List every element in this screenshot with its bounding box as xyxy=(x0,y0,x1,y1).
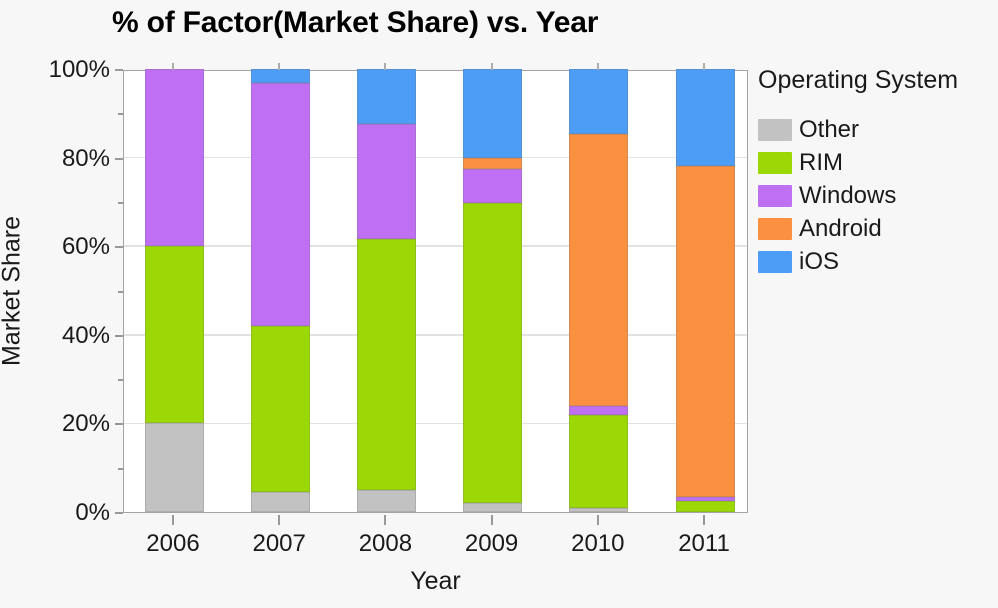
legend-items: Other RIM Windows Android iOS xyxy=(758,113,993,278)
y-minor-tick-10 xyxy=(118,467,123,470)
legend-swatch-rim[interactable] xyxy=(758,151,792,174)
legend-label-other: Other xyxy=(799,115,860,143)
x-tick-label-2008: 2008 xyxy=(358,530,413,557)
y-tick-80 xyxy=(115,157,123,160)
y-minor-tick-90 xyxy=(118,113,123,116)
y-tick-label-40: 40% xyxy=(61,321,110,349)
y-tick-label-100: 100% xyxy=(48,56,110,83)
y-tick-label-20: 20% xyxy=(61,410,110,438)
chart-title: % of Factor(Market Share) vs. Year xyxy=(112,6,599,39)
bar-segment-ios-2011[interactable] xyxy=(675,69,735,167)
legend-label-ios: iOS xyxy=(799,247,840,275)
x-top-tick-2008 xyxy=(384,63,387,70)
legend-label-rim: RIM xyxy=(799,148,843,176)
bar-segment-ios-2009[interactable] xyxy=(463,69,523,158)
gridline-80 xyxy=(124,156,747,159)
x-tick-2011 xyxy=(703,514,705,525)
x-top-tick-2007 xyxy=(278,63,281,70)
x-tick-2010 xyxy=(596,514,599,525)
bar-segment-ios-2008[interactable] xyxy=(356,69,416,125)
y-tick-40 xyxy=(115,334,123,337)
x-tick-2006 xyxy=(172,514,174,525)
bar-segment-windows-2007[interactable] xyxy=(250,83,310,326)
bar-segment-other-2006[interactable] xyxy=(144,423,204,512)
legend-item-other[interactable]: Other xyxy=(758,113,993,146)
y-tick-60 xyxy=(115,246,123,249)
x-tick-2009 xyxy=(490,514,493,525)
y-minor-tick-30 xyxy=(118,379,123,382)
legend-item-ios[interactable]: iOS xyxy=(758,245,993,278)
x-tick-label-2007: 2007 xyxy=(252,530,306,557)
y-tick-label-60: 60% xyxy=(61,233,110,261)
x-tick-label-2011: 2011 xyxy=(678,530,730,557)
x-tick-label-2006: 2006 xyxy=(146,530,200,557)
x-tick-label-2010: 2010 xyxy=(571,530,625,557)
gridline-60 xyxy=(124,245,747,247)
bar-segment-rim-2006[interactable] xyxy=(144,246,204,424)
bar-segment-rim-2007[interactable] xyxy=(250,325,310,493)
bar-segment-other-2010[interactable] xyxy=(569,507,629,512)
bar-segment-rim-2011[interactable] xyxy=(675,500,735,512)
legend-item-windows[interactable]: Windows xyxy=(758,179,993,212)
y-tick-label-0: 0% xyxy=(75,499,110,526)
legend-title: Operating System xyxy=(758,66,959,94)
bar-segment-windows-2010[interactable] xyxy=(569,405,629,415)
bar-segment-other-2009[interactable] xyxy=(463,503,523,512)
legend-swatch-android[interactable] xyxy=(758,217,792,240)
bar-segment-other-2007[interactable] xyxy=(250,492,310,512)
gridline-20 xyxy=(124,422,747,425)
x-axis-title: Year xyxy=(410,567,461,595)
y-tick-20 xyxy=(115,423,123,426)
bar-segment-other-2008[interactable] xyxy=(356,489,416,512)
bar-segment-ios-2010[interactable] xyxy=(569,69,629,135)
y-tick-0 xyxy=(115,512,123,514)
bar-segment-rim-2008[interactable] xyxy=(356,239,416,490)
legend-item-rim[interactable]: RIM xyxy=(758,146,993,179)
bar-segment-rim-2010[interactable] xyxy=(569,414,629,508)
x-top-tick-2010 xyxy=(596,63,599,70)
y-tick-100 xyxy=(115,69,123,71)
y-minor-tick-70 xyxy=(118,201,123,204)
legend-label-windows: Windows xyxy=(799,181,897,209)
bar-segment-windows-2008[interactable] xyxy=(356,124,416,240)
bar-segment-android-2010[interactable] xyxy=(569,134,629,406)
bar-segment-windows-2011[interactable] xyxy=(675,496,735,501)
x-tick-2007 xyxy=(278,514,281,525)
legend-swatch-other[interactable] xyxy=(758,118,792,141)
y-axis-title: Market Share xyxy=(0,215,26,367)
x-top-tick-2011 xyxy=(703,63,705,70)
bar-segment-ios-2007[interactable] xyxy=(250,69,310,84)
bar-segment-android-2009[interactable] xyxy=(463,157,523,169)
legend-item-android[interactable]: Android xyxy=(758,212,993,245)
x-top-tick-2009 xyxy=(490,63,493,70)
x-tick-2008 xyxy=(384,514,387,525)
legend: Operating System Other RIM Windows Android i… xyxy=(758,66,993,278)
x-tick-label-2009: 2009 xyxy=(464,530,519,557)
y-tick-label-80: 80% xyxy=(61,144,110,172)
bar-segment-windows-2006[interactable] xyxy=(144,69,204,247)
bar-segment-android-2011[interactable] xyxy=(675,166,735,497)
bar-segment-rim-2009[interactable] xyxy=(463,202,523,504)
plot-area xyxy=(123,69,748,513)
x-top-tick-2006 xyxy=(172,63,174,70)
legend-swatch-ios[interactable] xyxy=(758,250,792,273)
bar-segment-windows-2009[interactable] xyxy=(463,168,523,203)
legend-swatch-windows[interactable] xyxy=(758,184,792,207)
y-minor-tick-50 xyxy=(118,290,123,293)
gridline-40 xyxy=(124,334,747,336)
legend-label-android: Android xyxy=(799,214,882,242)
